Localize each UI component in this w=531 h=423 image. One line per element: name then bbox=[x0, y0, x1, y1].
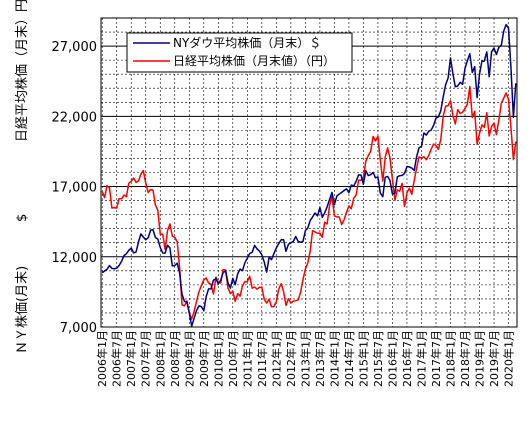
x-tick-label: 2016年7月 bbox=[400, 330, 414, 387]
y-tick-label: 12,000 bbox=[52, 251, 98, 266]
x-tick-label: 2016年1月 bbox=[385, 330, 399, 387]
series-line-ny bbox=[101, 23, 517, 327]
x-tick-label: 2009年7月 bbox=[197, 330, 211, 387]
x-tick-label: 2006年1月 bbox=[95, 330, 109, 387]
legend: NYダウ平均株価（月末）＄ 日経平均株価（月末値）（円） bbox=[126, 32, 353, 73]
x-tick-label: 2007年7月 bbox=[139, 330, 153, 387]
x-tick-label: 2015年7月 bbox=[371, 330, 385, 387]
plot-frame bbox=[100, 17, 518, 328]
y-tick-label: 22,000 bbox=[52, 110, 98, 125]
x-tick-label: 2012年7月 bbox=[284, 330, 298, 387]
x-tick-label: 2015年1月 bbox=[356, 330, 370, 387]
x-tick-label: 2014年1月 bbox=[327, 330, 341, 387]
x-tick-labels: 2006年1月 2006年7月 2007年1月 2007年7月 2008年1月 2008年… bbox=[95, 330, 515, 387]
x-tick-label: 2019年7月 bbox=[487, 330, 501, 387]
y-tick-label: 17,000 bbox=[52, 181, 98, 196]
x-tick-label: 2012年1月 bbox=[269, 330, 283, 387]
x-tick-label: 2020年1月 bbox=[502, 330, 516, 387]
series-line-nikkei bbox=[101, 85, 517, 320]
x-tick-label: 2018年1月 bbox=[443, 330, 457, 387]
x-tick-label: 2009年1月 bbox=[182, 330, 196, 387]
x-tick-label: 2008年7月 bbox=[168, 330, 182, 387]
x-tick-label: 2007年1月 bbox=[124, 330, 138, 387]
x-tick-label: 2019年1月 bbox=[473, 330, 487, 387]
y-axis-label-bottom: ＮＹ株価(月末) bbox=[15, 266, 30, 354]
x-tick-label: 2006年7月 bbox=[110, 330, 124, 387]
legend-label-nikkei: 日経平均株価（月末値）（円） bbox=[173, 53, 335, 68]
x-tick-label: 2014年7月 bbox=[342, 330, 356, 387]
y-tick-label: 7,000 bbox=[60, 321, 97, 336]
y-axis-label-dollar: $ bbox=[15, 214, 30, 222]
x-tick-label: 2010年7月 bbox=[226, 330, 240, 387]
y-tick-label: 27,000 bbox=[52, 40, 98, 55]
x-tick-label: 2017年1月 bbox=[414, 330, 428, 387]
x-tick-label: 2017年7月 bbox=[429, 330, 443, 387]
y-tick-labels: 7,000 12,000 17,000 22,000 27,000 bbox=[52, 40, 98, 336]
x-tick-label: 2013年1月 bbox=[298, 330, 312, 387]
legend-label-ny: NYダウ平均株価（月末）＄ bbox=[173, 35, 321, 50]
x-tick-label: 2008年1月 bbox=[153, 330, 167, 387]
x-tick-label: 2011年1月 bbox=[240, 330, 254, 387]
x-tick-label: 2013年7月 bbox=[313, 330, 327, 387]
legend-box bbox=[126, 32, 353, 73]
x-tick-label: 2010年1月 bbox=[211, 330, 225, 387]
x-tick-label: 2011年7月 bbox=[255, 330, 269, 387]
series-lines bbox=[101, 23, 517, 327]
x-tick-label: 2018年7月 bbox=[458, 330, 472, 387]
y-axis-label-top: 日経平均株価（月末）円 bbox=[15, 0, 30, 142]
